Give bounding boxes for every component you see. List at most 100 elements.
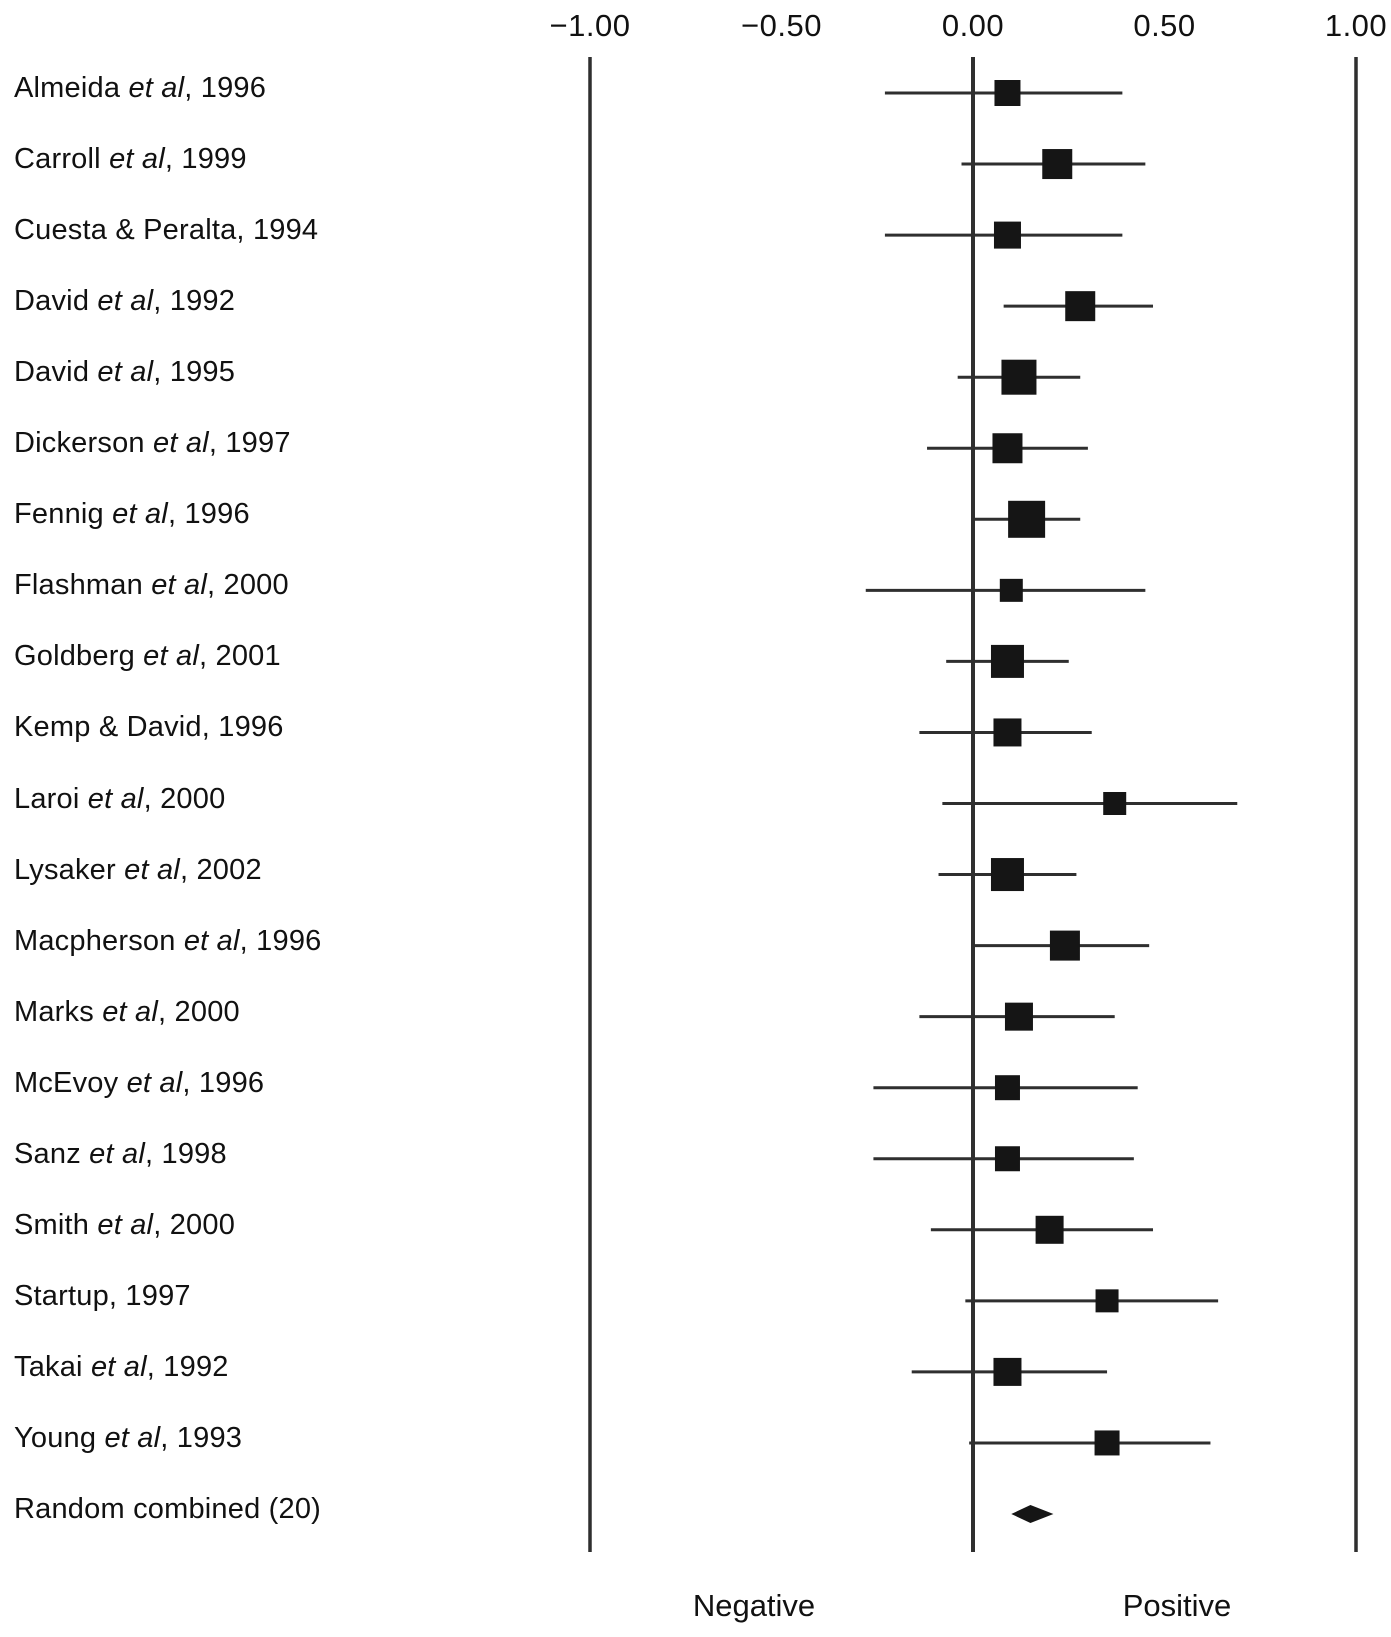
study-label: McEvoy et al, 1996 (14, 1067, 264, 1100)
effect-size-square (994, 80, 1021, 106)
x-axis-tick-label: 0.00 (941, 8, 1005, 43)
study-label-etal: et al (102, 995, 159, 1028)
effect-size-square (1042, 149, 1073, 180)
study-label: Flashman et al, 2000 (14, 569, 289, 602)
study-label-text: David (14, 285, 98, 318)
study-label-etal: et al (104, 1421, 161, 1454)
study-label: Dickerson et al, 1997 (14, 427, 291, 460)
effect-size-square (1001, 359, 1037, 395)
study-label-text: Lysaker (14, 853, 125, 886)
study-label-year: , 1995 (153, 356, 236, 389)
study-label-etal: et al (97, 356, 154, 389)
study-label-year: , 1999 (164, 143, 247, 176)
study-label-etal: et al (112, 498, 168, 531)
study-label-text: Goldberg (14, 640, 144, 673)
study-label-text: Kemp & David, 1996 (14, 711, 284, 744)
study-label-text: Sanz (14, 1137, 90, 1170)
study-label-etal: et al (90, 1350, 147, 1383)
study-label: Goldberg et al, 2001 (14, 640, 281, 673)
effect-size-square (1065, 291, 1096, 322)
effect-size-square (1103, 792, 1127, 815)
study-label: Fennig et al, 1996 (14, 498, 250, 531)
study-label: Macpherson et al, 1996 (14, 925, 322, 958)
effect-size-square (994, 1146, 1020, 1172)
x-axis-tick-label: −1.00 (549, 8, 631, 43)
study-label-year: , 1992 (153, 285, 236, 318)
study-label-text: Random combined (20) (14, 1493, 322, 1525)
study-label-etal: et al (183, 924, 240, 957)
study-label-text: Macpherson (14, 924, 184, 957)
study-label-etal: et al (153, 427, 209, 460)
study-label: Sanz et al, 1998 (14, 1138, 227, 1171)
study-label-etal: et al (87, 782, 144, 815)
study-label-year: , 1996 (239, 924, 322, 957)
study-label-etal: et al (97, 285, 154, 318)
study-label: Kemp & David, 1996 (14, 711, 284, 744)
study-label-year: , 1997 (208, 427, 291, 460)
study-label-text: Dickerson (14, 427, 153, 460)
study-label-text: Laroi (14, 782, 88, 815)
study-label-text: David (14, 356, 98, 389)
positive-direction-label: Positive (1122, 1588, 1232, 1623)
x-axis-tick-label: 0.50 (1133, 8, 1196, 43)
study-label-year: , 2000 (207, 569, 289, 602)
study-label: David et al, 1992 (14, 285, 235, 318)
effect-size-square (990, 858, 1024, 892)
study-label-etal: et al (109, 143, 165, 176)
study-label-text: Almeida (14, 72, 129, 104)
effect-size-square (990, 644, 1024, 678)
study-label-text: Marks (14, 995, 103, 1028)
study-label-etal: et al (126, 1066, 183, 1099)
study-label: Lysaker et al, 2002 (14, 854, 262, 887)
effect-size-square (994, 1075, 1020, 1101)
effect-size-square (993, 718, 1022, 747)
study-label: Cuesta & Peralta, 1994 (14, 214, 318, 247)
study-label-etal: et al (124, 853, 180, 886)
study-label-text: Startup, 1997 (14, 1279, 191, 1312)
study-label-etal: et al (128, 72, 185, 104)
study-label: David et al, 1995 (14, 356, 235, 389)
study-label-year: , 2001 (199, 640, 281, 673)
x-axis-tick-label: 1.00 (1324, 8, 1388, 43)
study-label-year: , 1996 (167, 498, 250, 531)
study-label: Smith et al, 2000 (14, 1209, 235, 1242)
x-axis-tick-label: −0.50 (741, 8, 822, 43)
study-label-text: Carroll (14, 143, 110, 176)
study-label: Startup, 1997 (14, 1280, 191, 1313)
study-label-text: Cuesta & Peralta, 1994 (14, 214, 319, 247)
effect-size-square (1035, 1215, 1064, 1244)
study-label-etal: et al (151, 569, 208, 602)
effect-size-square (1004, 1002, 1033, 1031)
study-label-year: , 1998 (145, 1137, 227, 1170)
study-label-year: , 1992 (146, 1350, 229, 1383)
effect-size-square (1049, 930, 1080, 961)
study-label-year: , 1996 (182, 1066, 265, 1099)
study-label: Carroll et al, 1999 (14, 143, 247, 176)
effect-size-square (993, 1357, 1022, 1386)
study-label: Takai et al, 1992 (14, 1351, 229, 1384)
study-label-year: , 2002 (179, 853, 262, 886)
effect-size-square (1008, 500, 1046, 538)
summary-diamond (1011, 1505, 1054, 1523)
summary-label: Random combined (20) (14, 1493, 321, 1526)
study-label-text: Fennig (14, 498, 113, 531)
study-label-year: , 2000 (153, 1208, 236, 1241)
negative-direction-label: Negative (692, 1588, 816, 1623)
study-label-text: Flashman (14, 569, 152, 602)
study-label-etal: et al (89, 1137, 145, 1170)
study-label-etal: et al (97, 1208, 154, 1241)
effect-size-square (1095, 1289, 1119, 1313)
study-label-year: , 1996 (184, 72, 267, 104)
study-label-text: McEvoy (14, 1066, 127, 1099)
study-label-text: Takai (14, 1350, 91, 1383)
effect-size-square (1094, 1430, 1120, 1456)
study-label-year: , 2000 (143, 782, 226, 815)
effect-size-square (992, 433, 1023, 464)
study-label: Young et al, 1993 (14, 1422, 242, 1455)
study-label-text: Young (14, 1421, 105, 1454)
effect-size-square (993, 221, 1021, 249)
study-label-text: Smith (14, 1208, 98, 1241)
study-label: Almeida et al, 1996 (14, 72, 266, 105)
